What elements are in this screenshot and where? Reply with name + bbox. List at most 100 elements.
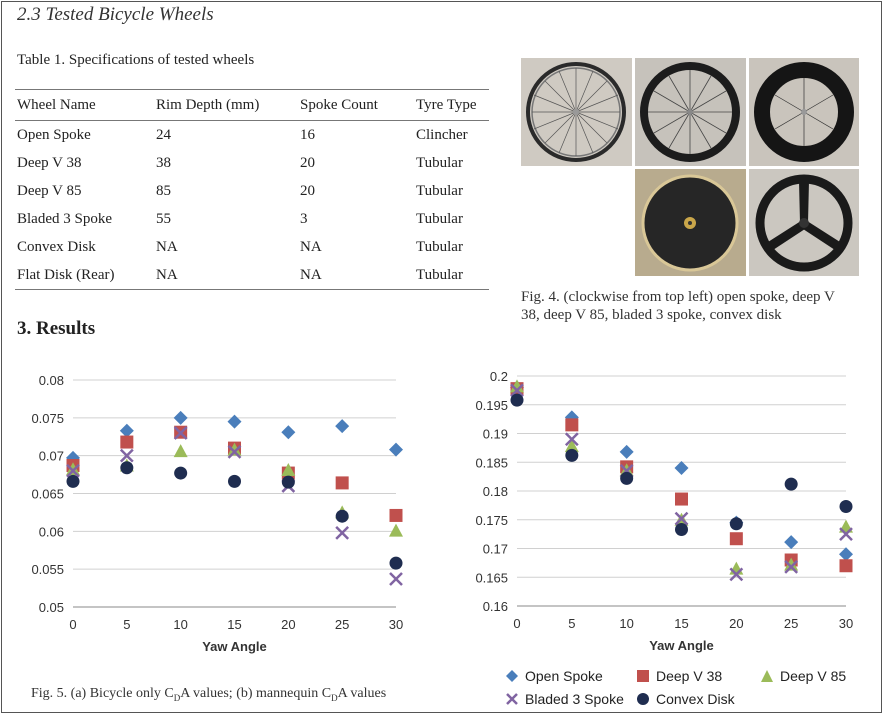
data-point — [565, 448, 579, 462]
data-point — [784, 535, 799, 550]
data-point — [839, 559, 853, 573]
data-point — [784, 557, 799, 571]
data-point — [839, 527, 853, 542]
data-point — [674, 511, 689, 526]
table-cell: Tubular — [416, 238, 463, 255]
data-point — [839, 500, 853, 514]
section-title: 2.3 Tested Bicycle Wheels — [17, 4, 214, 25]
table-cell: Deep V 38 — [17, 154, 82, 171]
table-cell: Tubular — [414, 261, 489, 290]
table-cell: Open Spoke — [17, 126, 91, 143]
data-point — [119, 448, 134, 463]
deep-v-38-wheel-photo — [635, 58, 746, 166]
data-point — [620, 471, 634, 485]
y-tick-label: 0.065 — [31, 487, 64, 502]
data-point — [120, 435, 134, 449]
data-point — [228, 474, 241, 488]
figure-4-caption: Fig. 4. (clockwise from top left) open s… — [521, 289, 835, 323]
x-tick-label: 0 — [513, 616, 520, 631]
chart-legend: Open Spoke Deep V 38 Deep V 85 Bladed 3 … — [505, 664, 875, 712]
table-cell: Tubular — [416, 210, 463, 227]
x-tick-label: 25 — [335, 617, 349, 632]
legend-marker — [506, 670, 518, 682]
caption-text: Fig. 5. (a) Bicycle only C — [31, 686, 174, 701]
table-cell: 20 — [300, 154, 315, 171]
y-tick-label: 0.05 — [39, 600, 64, 615]
legend-marker — [637, 670, 649, 682]
results-heading: 3. Results — [17, 318, 96, 339]
x-tick-label: 5 — [568, 616, 575, 631]
data-point — [675, 523, 688, 537]
legend-marker — [761, 670, 773, 682]
legend-label: Deep V 85 — [780, 668, 847, 684]
data-point — [565, 418, 579, 432]
data-point — [389, 572, 403, 586]
data-point — [729, 517, 743, 531]
data-point — [335, 509, 349, 523]
chart-mannequin-cda: 0.16 0.165 0.17 0.175 0.18 0.185 0.19 0.195 0.2 0… — [475, 369, 853, 653]
data-point — [564, 432, 579, 447]
table-cell: NA — [156, 238, 178, 255]
data-point — [729, 532, 743, 546]
data-point — [510, 393, 524, 407]
data-point — [674, 461, 689, 475]
data-point — [784, 477, 798, 491]
legend-label: Deep V 38 — [656, 668, 723, 684]
y-tick-label: 0.185 — [475, 455, 508, 470]
legend-marker — [637, 693, 649, 705]
bladed-3-spoke-wheel-photo — [749, 169, 859, 276]
table-cell: 24 — [156, 126, 171, 143]
data-point — [227, 444, 242, 459]
legend-item-deep-v-85: Deep V 85 — [760, 668, 846, 684]
chart-bicycle-cda: 0.05 0.055 0.06 0.065 0.07 0.075 0.08 0 5 10 15 20 2… — [31, 373, 403, 654]
data-point — [389, 556, 403, 570]
y-tick-label: 0.17 — [483, 542, 508, 557]
x-tick-label: 10 — [173, 617, 187, 632]
column-header: Wheel Name — [15, 89, 154, 121]
data-point — [227, 442, 242, 456]
y-tick-label: 0.19 — [483, 427, 508, 442]
data-point — [389, 523, 403, 537]
caption-text: A values — [337, 686, 387, 701]
table-cell: NA — [154, 261, 298, 290]
data-point — [784, 560, 799, 574]
table-row: Deep V 85 85 20 Tubular — [15, 177, 489, 205]
table-cell: Clincher — [416, 126, 468, 143]
table-cell: Tubular — [416, 154, 463, 171]
data-point — [389, 442, 403, 457]
legend-label: Open Spoke — [525, 668, 603, 684]
table-row: Open Spoke 24 16 Clincher — [15, 121, 489, 150]
column-header: Spoke Count — [298, 89, 414, 121]
y-tick-label: 0.2 — [490, 369, 508, 384]
x-tick-label: 20 — [281, 617, 295, 632]
data-point — [510, 383, 524, 398]
x-axis-label: Yaw Angle — [649, 638, 714, 653]
data-point — [227, 414, 242, 429]
y-tick-label: 0.16 — [483, 599, 508, 614]
y-tick-label: 0.195 — [475, 398, 508, 413]
data-point — [281, 463, 296, 477]
data-point — [66, 462, 80, 476]
data-point — [675, 492, 688, 506]
wheel-photos — [521, 58, 859, 276]
legend-label: Bladed 3 Spoke — [525, 691, 624, 707]
data-point — [281, 425, 296, 440]
x-tick-label: 10 — [619, 616, 633, 631]
table-cell: 38 — [156, 154, 171, 171]
table-cell: Bladed 3 Spoke — [17, 210, 112, 227]
y-tick-label: 0.07 — [39, 449, 64, 464]
column-header: Tyre Type — [414, 89, 489, 121]
y-tick-label: 0.08 — [39, 373, 64, 388]
table-row: Deep V 38 38 20 Tubular — [15, 149, 489, 177]
data-point — [173, 444, 188, 458]
table-cell: NA — [300, 238, 322, 255]
y-tick-label: 0.165 — [475, 570, 508, 585]
data-point — [839, 547, 853, 562]
legend-item-open-spoke: Open Spoke — [505, 668, 603, 684]
data-point — [510, 379, 524, 393]
data-point — [564, 439, 579, 453]
y-tick-label: 0.075 — [31, 411, 64, 426]
figure-5-caption: Fig. 5. (a) Bicycle only CDA values; (b)… — [31, 686, 386, 703]
table-cell: 20 — [300, 182, 315, 199]
legend-item-deep-v-38: Deep V 38 — [636, 668, 722, 684]
